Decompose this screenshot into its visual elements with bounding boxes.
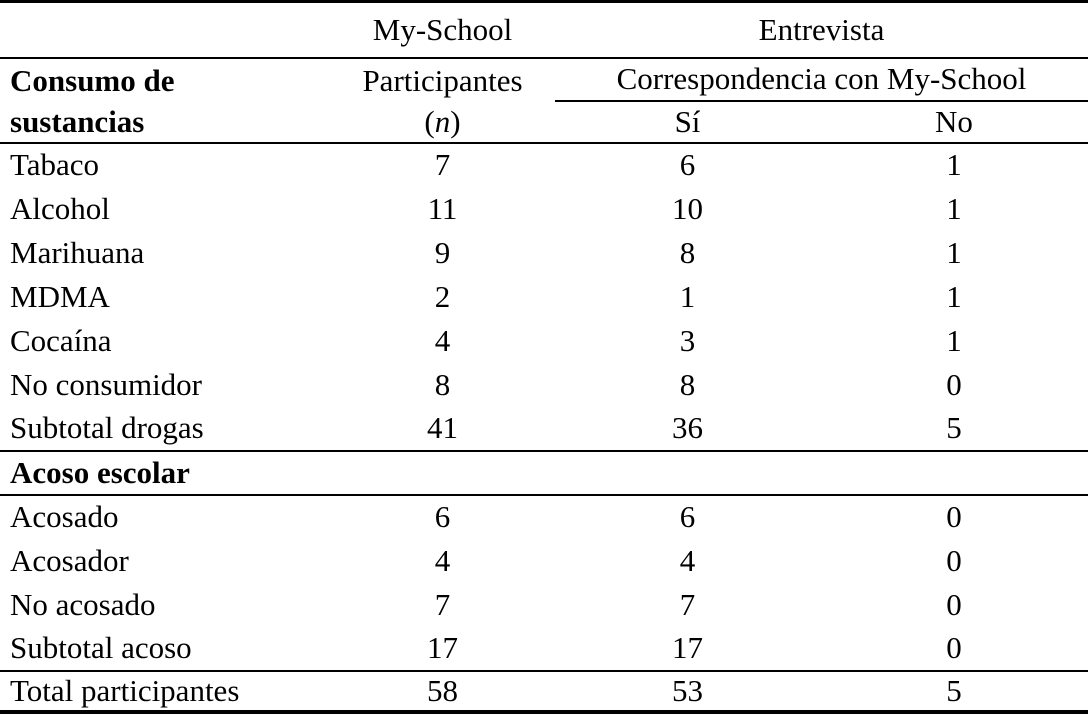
italic-n: n xyxy=(434,103,451,139)
cell-no: 5 xyxy=(820,406,1088,452)
cell-si: 1 xyxy=(679,278,696,314)
cell-n: 2 xyxy=(434,278,451,314)
cell-no: 1 xyxy=(946,322,962,358)
table-row-acosador: Acosador 4 4 0 xyxy=(0,539,1088,583)
table-row-acosado: Acosado 6 6 0 xyxy=(0,495,1088,539)
header-participants-line1: Participantes xyxy=(362,62,523,98)
header-participants-n: (n) xyxy=(424,103,461,139)
cell-si: 4 xyxy=(679,542,696,578)
cell-no: 0 xyxy=(946,586,962,622)
section-header-row: Acoso escolar xyxy=(0,450,1088,496)
header-myschool: My-School xyxy=(330,1,555,59)
cell-n: 4 xyxy=(434,322,451,358)
cell-no: 0 xyxy=(946,542,962,578)
header-entrevista: Entrevista xyxy=(555,1,1088,59)
table-row-mdma: MDMA 2 1 1 xyxy=(0,275,1088,319)
cell-si: 36 xyxy=(555,406,820,452)
cell-si: 17 xyxy=(555,626,820,672)
table-row-marihuana: Marihuana 9 8 1 xyxy=(0,231,1088,275)
header-yes: Sí xyxy=(555,100,820,144)
header-group-row: My-School Entrevista xyxy=(0,1,1088,59)
cell-no: 1 xyxy=(946,147,962,182)
header-yesno-row: Sí No xyxy=(0,100,1088,144)
cell-no: 0 xyxy=(946,366,962,402)
cell-si: 10 xyxy=(672,190,703,226)
cell-si: 8 xyxy=(679,234,696,270)
table-row-no-consumidor: No consumidor 8 8 0 xyxy=(0,363,1088,407)
row-label: Acosado xyxy=(10,499,119,534)
header-stub-line2: sustancias xyxy=(10,103,145,139)
header-stub: Consumo de sustancias xyxy=(0,57,330,144)
row-label: Alcohol xyxy=(10,190,110,226)
table-row-subtotal-acoso: Subtotal acoso 17 17 0 xyxy=(0,626,1088,672)
cell-n: 11 xyxy=(427,190,458,226)
table-row-total: Total participantes 58 53 5 xyxy=(0,671,1088,712)
row-label: Acosador xyxy=(10,542,129,578)
table-row-cocaina: Cocaína 4 3 1 xyxy=(0,319,1088,363)
row-label: Subtotal drogas xyxy=(0,406,330,452)
cell-si: 7 xyxy=(679,586,696,622)
header-empty-stub xyxy=(0,1,330,59)
cell-si: 6 xyxy=(679,147,696,182)
header-stub-line1: Consumo de xyxy=(10,62,175,98)
cell-n: 58 xyxy=(427,672,458,708)
cell-n: 41 xyxy=(330,406,555,452)
cell-no: 0 xyxy=(946,499,962,534)
table-row-alcohol: Alcohol 11 10 1 xyxy=(0,187,1088,231)
cell-no: 1 xyxy=(946,234,962,270)
cell-no: 1 xyxy=(946,190,962,226)
cell-si: 53 xyxy=(672,672,703,708)
row-label: No acosado xyxy=(10,586,156,622)
row-label: No consumidor xyxy=(10,366,203,402)
cell-n: 17 xyxy=(330,626,555,672)
cell-si: 3 xyxy=(679,322,696,358)
row-label: Tabaco xyxy=(10,147,100,182)
table-row-no-acosado: No acosado 7 7 0 xyxy=(0,583,1088,627)
section-header-label: Acoso escolar xyxy=(0,450,1088,496)
cell-n: 4 xyxy=(434,542,451,578)
row-label: Subtotal acoso xyxy=(0,626,330,672)
cell-no: 0 xyxy=(820,626,1088,672)
cell-n: 7 xyxy=(434,586,451,622)
cell-no: 1 xyxy=(946,278,962,314)
row-label: Marihuana xyxy=(10,234,145,270)
header-mid-row: Consumo de sustancias Participantes (n) … xyxy=(0,57,1088,144)
table-row-tabaco: Tabaco 7 6 1 xyxy=(0,143,1088,187)
cell-n: 6 xyxy=(434,499,451,534)
header-no: No xyxy=(820,100,1088,144)
table-row-subtotal-drogas: Subtotal drogas 41 36 5 xyxy=(0,406,1088,452)
cell-si: 8 xyxy=(679,366,696,402)
header-participants: Participantes (n) xyxy=(330,57,555,144)
header-correspondencia: Correspondencia con My-School xyxy=(555,57,1088,102)
row-label: Total participantes xyxy=(10,672,240,708)
cell-n: 7 xyxy=(434,147,451,182)
cell-n: 9 xyxy=(434,234,451,270)
cell-n: 8 xyxy=(434,366,451,402)
row-label: MDMA xyxy=(10,278,110,314)
cell-si: 6 xyxy=(679,499,696,534)
row-label: Cocaína xyxy=(10,322,112,358)
cell-no: 5 xyxy=(946,672,962,708)
